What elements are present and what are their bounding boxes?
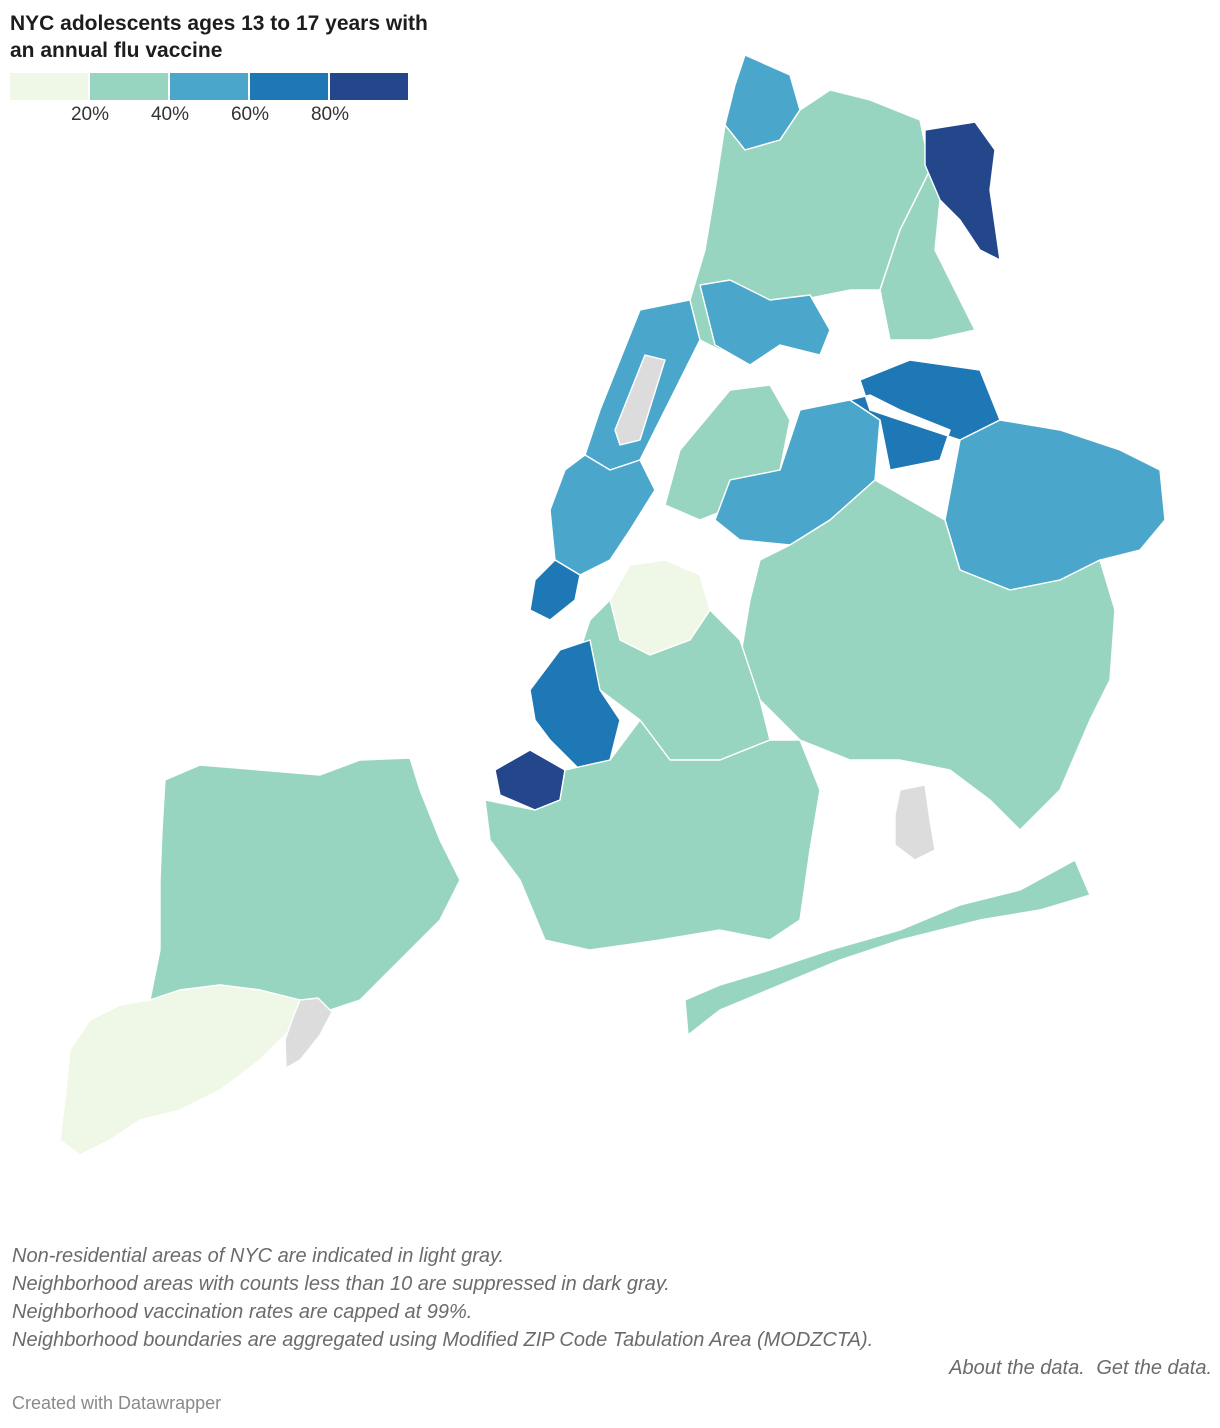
region-brooklyn-south[interactable] <box>484 719 821 951</box>
region-jfk-airport[interactable] <box>894 784 936 861</box>
region-bronx-south[interactable] <box>699 279 831 366</box>
region-bronx-east[interactable] <box>879 169 976 341</box>
get-the-data-link[interactable]: Get the data. <box>1096 1357 1212 1379</box>
legend-bin-2 <box>90 73 168 100</box>
legend-label-40: 40% <box>150 104 190 125</box>
region-staten-island[interactable] <box>149 757 461 1011</box>
legend-bin-4 <box>250 73 328 100</box>
region-staten-island-south[interactable] <box>59 984 301 1156</box>
region-manhattan-midtown[interactable] <box>549 454 656 576</box>
note-non-residential: Non-residential areas of NYC are indicat… <box>12 1245 505 1267</box>
chart-title: NYC adolescents ages 13 to 17 years with… <box>10 12 428 62</box>
legend-label-80: 80% <box>310 104 350 125</box>
region-queens-east[interactable] <box>944 419 1166 591</box>
data-links: About the data. Get the data. <box>12 1354 1212 1382</box>
region-manhattan-lower[interactable] <box>529 559 581 621</box>
legend-label-60: 60% <box>230 104 270 125</box>
region-brooklyn-bay-ridge[interactable] <box>494 749 566 811</box>
note-suppressed: Neighborhood areas with counts less than… <box>12 1273 670 1295</box>
legend-bin-5 <box>330 73 408 100</box>
region-bronx-pelham[interactable] <box>924 121 1001 261</box>
legend-labels: 20% 40% 60% 80% <box>10 104 410 134</box>
region-central-park[interactable] <box>614 354 666 446</box>
region-brooklyn-sunset-park[interactable] <box>529 639 621 771</box>
legend-bins <box>10 73 410 100</box>
nyc-choropleth-map <box>59 54 1166 1156</box>
color-legend: 20% 40% 60% 80% <box>10 73 410 133</box>
footnotes: Non-residential areas of NYC are indicat… <box>12 1242 1212 1382</box>
legend-bin-3 <box>170 73 248 100</box>
about-the-data-link[interactable]: About the data. <box>949 1357 1085 1379</box>
note-boundaries: Neighborhood boundaries are aggregated u… <box>12 1329 874 1351</box>
legend-bin-1 <box>10 73 88 100</box>
region-staten-island-nonres[interactable] <box>284 997 333 1069</box>
legend-label-20: 20% <box>70 104 110 125</box>
region-queens-rockaway[interactable] <box>684 859 1091 1036</box>
note-capped: Neighborhood vaccination rates are cappe… <box>12 1301 473 1323</box>
datawrapper-credit[interactable]: Created with Datawrapper <box>12 1393 222 1413</box>
